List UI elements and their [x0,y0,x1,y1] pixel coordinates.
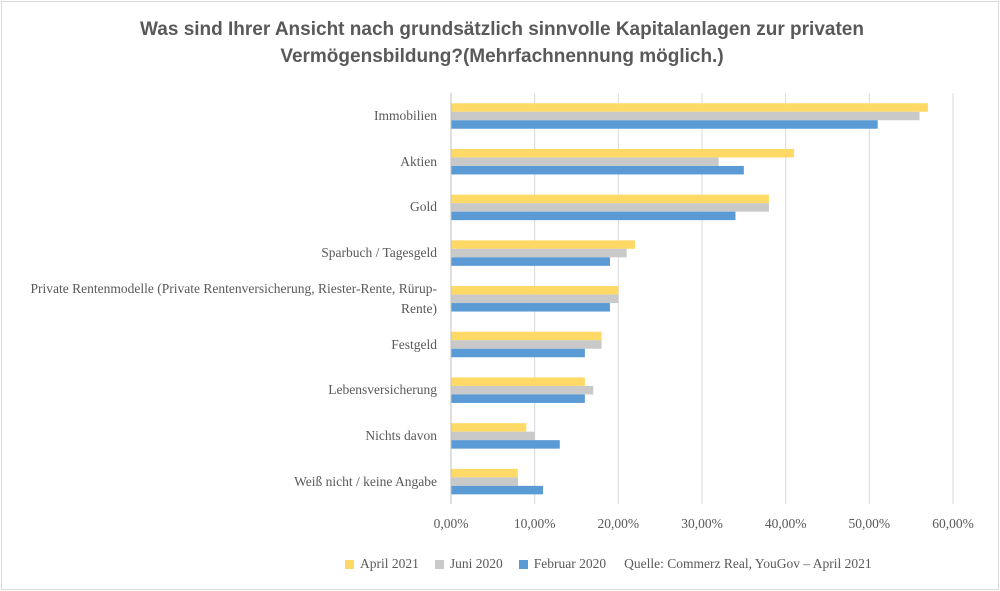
chart-title-line-2: Vermögensbildung?(Mehrfachnennung möglic… [280,46,724,67]
bar-gold-juni-2020 [451,203,769,212]
legend-item-juni-2020: Juni 2020 [434,556,503,572]
bar-aktien-februar-2020 [451,165,744,175]
category-label-sparbuch-tagesgeld: Sparbuch / Tagesgeld [321,245,437,261]
category-label-private-rentenmodelle-private-rentenversicherung-riester-rente-rürup-rente: Private Rentenmodelle (Private Rentenver… [30,280,437,316]
x-tick-label-2: 20,00% [597,516,640,531]
legend-label-februar-2020: Februar 2020 [533,556,607,571]
bar-private-rentenmodelle-private-rentenversicherung-riester-rente-rürup-rente-juni-2020 [451,294,619,304]
legend-swatch-april-2021 [345,559,354,569]
chart-title: Was sind Ihrer Ansicht nach grundsätzlic… [2,16,1000,70]
bar-weiß-nicht-keine-angabe-juni-2020 [451,477,518,486]
bar-nichts-davon-juni-2020 [451,431,535,441]
bar-sparbuch-tagesgeld-april-2021 [451,240,636,249]
bar-gold-april-2021 [451,194,769,204]
chart-legend: April 2021 Juni 2020 Februar 2020 Quelle… [345,556,872,572]
bar-weiß-nicht-keine-angabe-februar-2020 [451,485,544,495]
category-label-weiß-nicht-keine-angabe: Weiß nicht / keine Angabe [294,473,437,489]
bar-nichts-davon-februar-2020 [451,440,560,449]
category-label-immobilien: Immobilien [374,108,437,123]
category-label-lebensversicherung: Lebensversicherung [328,382,437,398]
bar-gold-februar-2020 [451,211,736,221]
category-label-festgeld: Festgeld [391,336,437,352]
x-tick-label-3: 30,00% [681,516,723,531]
x-tick-label-0: 0,00% [433,516,469,531]
bar-sparbuch-tagesgeld-februar-2020 [451,257,610,266]
x-tick-label-6: 60,00% [932,516,974,531]
legend-swatch-februar-2020 [518,559,528,569]
bar-aktien-juni-2020 [451,157,719,166]
legend-label-april-2021: April 2021 [360,556,419,571]
legend-swatch-juni-2020 [434,559,444,569]
x-tick-label-1: 10,00% [513,516,556,531]
bar-sparbuch-tagesgeld-juni-2020 [451,248,627,258]
bar-private-rentenmodelle-private-rentenversicherung-riester-rente-rürup-rente-februar-2020 [451,303,610,312]
legend-label-juni-2020: Juni 2020 [449,556,503,571]
bar-private-rentenmodelle-private-rentenversicherung-riester-rente-rürup-rente-april-2021 [451,286,619,295]
bar-festgeld-juni-2020 [451,340,602,349]
bar-lebensversicherung-april-2021 [451,377,585,386]
bar-immobilien-februar-2020 [451,120,878,129]
bar-aktien-april-2021 [451,148,795,158]
category-label-gold: Gold [410,199,437,215]
category-label-nichts-davon: Nichts davon [365,427,437,443]
legend-item-april-2021: April 2021 [345,556,419,572]
source-note: Quelle: Commerz Real, YouGov – April 202… [624,556,872,571]
legend-item-februar-2020: Februar 2020 [518,556,607,572]
bar-festgeld-februar-2020 [451,348,585,358]
bar-immobilien-april-2021 [451,103,928,112]
bar-nichts-davon-april-2021 [451,423,527,432]
chart-title-line-1: Was sind Ihrer Ansicht nach grundsätzlic… [140,19,864,40]
bar-weiß-nicht-keine-angabe-april-2021 [451,468,518,478]
bar-lebensversicherung-juni-2020 [451,385,594,395]
bar-festgeld-april-2021 [451,331,602,341]
x-tick-label-5: 50,00% [848,516,891,531]
bar-immobilien-juni-2020 [451,111,920,121]
x-tick-label-4: 40,00% [764,516,807,531]
bar-lebensversicherung-februar-2020 [451,394,585,403]
category-label-aktien: Aktien [400,153,437,169]
